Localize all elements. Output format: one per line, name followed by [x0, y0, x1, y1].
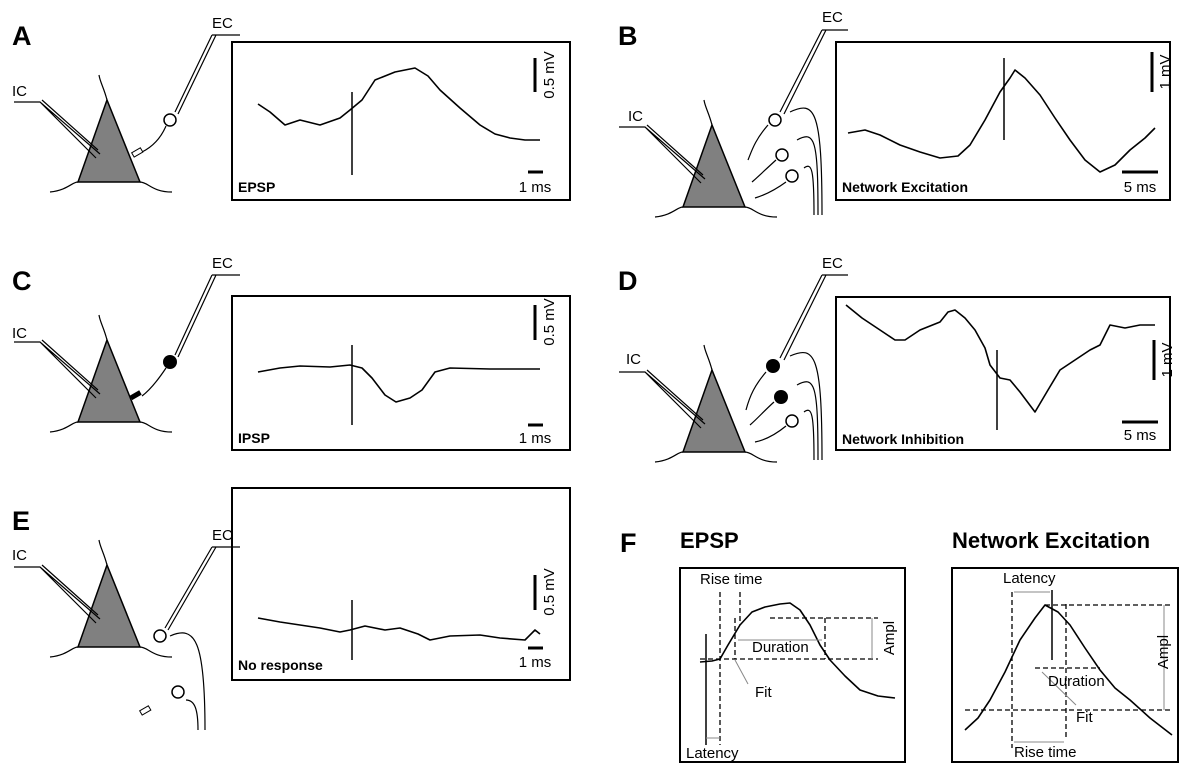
voltage-scale: 1 mV [1157, 54, 1174, 89]
panel-letter: D [618, 266, 638, 296]
duration-label: Duration [1048, 673, 1105, 690]
ic-label: IC [12, 83, 27, 100]
ic-label: IC [628, 108, 643, 125]
trace-label: No response [238, 657, 323, 673]
ic-label: IC [626, 351, 641, 368]
time-scale: 5 ms [1124, 427, 1157, 444]
ec-label: EC [212, 255, 233, 272]
trace-label: Network Excitation [842, 179, 968, 195]
time-scale: 5 ms [1124, 179, 1157, 196]
panel-b: B IC EC 1 mV 5 ms Network Excitation [618, 9, 1174, 217]
trace-label: EPSP [238, 179, 275, 195]
voltage-scale: 0.5 mV [541, 298, 558, 346]
plot-title: EPSP [680, 528, 739, 553]
trace-label: IPSP [238, 430, 270, 446]
time-scale: 1 ms [519, 654, 552, 671]
panel-letter: B [618, 21, 638, 51]
voltage-scale: 0.5 mV [541, 568, 558, 616]
voltage-scale: 1 mV [1159, 342, 1176, 377]
panel-d: D IC EC 1 mV 5 ms Network Inhibition [618, 255, 1176, 462]
rise-time-label: Rise time [700, 571, 763, 588]
ic-label: IC [12, 547, 27, 564]
ec-label: EC [212, 527, 233, 544]
latency-label: Latency [686, 745, 739, 762]
ec-label: EC [822, 255, 843, 272]
figure: A IC EC 0.5 mV 1 ms EPSP B IC EC 1 mV 5 … [0, 0, 1188, 768]
panel-letter: C [12, 266, 32, 296]
panel-c: C IC EC 0.5 mV 1 ms IPSP [12, 255, 570, 450]
panel-a: A IC EC 0.5 mV 1 ms EPSP [12, 15, 570, 200]
time-scale: 1 ms [519, 430, 552, 447]
trace-label: Network Inhibition [842, 431, 964, 447]
panel-f: F EPSP Network Excitation Rise time Dura… [620, 528, 1178, 762]
time-scale: 1 ms [519, 179, 552, 196]
ec-label: EC [822, 9, 843, 26]
panel-letter: A [12, 21, 32, 51]
panel-e: E IC EC 0.5 mV 1 ms No response [12, 488, 570, 730]
amplitude-label: Ampl [1155, 635, 1172, 669]
duration-label: Duration [752, 639, 809, 656]
ec-label: EC [212, 15, 233, 32]
panel-letter: E [12, 506, 30, 536]
amplitude-label: Ampl [881, 621, 898, 655]
latency-label: Latency [1003, 570, 1056, 587]
plot-title: Network Excitation [952, 528, 1150, 553]
ic-label: IC [12, 325, 27, 342]
fit-label: Fit [755, 684, 772, 701]
rise-time-label: Rise time [1014, 744, 1077, 761]
panel-letter: F [620, 528, 637, 558]
voltage-scale: 0.5 mV [541, 51, 558, 99]
fit-label: Fit [1076, 709, 1093, 726]
